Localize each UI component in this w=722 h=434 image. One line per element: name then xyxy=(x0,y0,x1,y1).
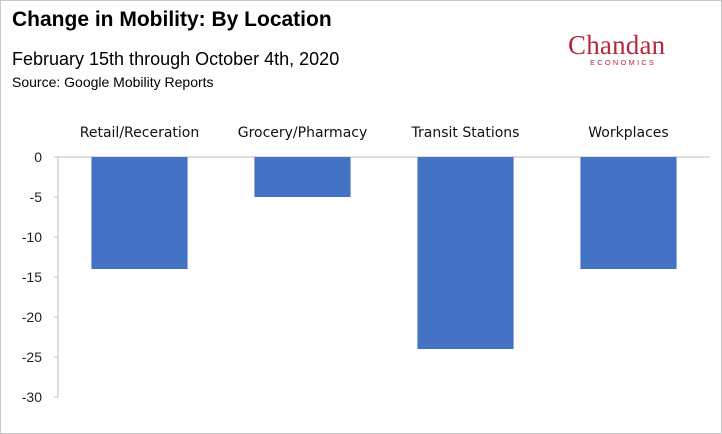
category-label: Retail/Receration xyxy=(80,125,199,141)
y-tick-label: -20 xyxy=(22,309,42,325)
chart-source: Source: Google Mobility Reports xyxy=(12,74,214,90)
chart-title: Change in Mobility: By Location xyxy=(12,8,332,31)
chart-subtitle: February 15th through October 4th, 2020 xyxy=(12,49,340,69)
y-tick-label: 0 xyxy=(34,149,42,165)
category-label: Transit Stations xyxy=(411,125,520,141)
brand-logo-wordmark: Chandan xyxy=(568,30,666,60)
y-tick-label: -15 xyxy=(22,269,42,285)
category-label: Workplaces xyxy=(588,125,668,141)
brand-logo-subtext: ECONOMICS xyxy=(590,58,657,67)
y-tick-label: -30 xyxy=(22,389,42,405)
y-tick-label: -25 xyxy=(22,349,42,365)
y-axis: 0 -5 -10 -15 -20 -25 -30 xyxy=(22,149,710,405)
category-labels: Retail/Receration Grocery/Pharmacy Transit… xyxy=(80,125,669,141)
y-tick-label: -5 xyxy=(30,189,43,205)
bar-workplaces xyxy=(580,157,677,269)
bar-retail-receration xyxy=(91,157,188,269)
bars-group xyxy=(91,157,677,349)
bar-grocery-pharmacy xyxy=(254,157,351,197)
category-label: Grocery/Pharmacy xyxy=(238,125,368,141)
bar-transit-stations xyxy=(417,157,514,349)
y-tick-label: -10 xyxy=(22,229,42,245)
